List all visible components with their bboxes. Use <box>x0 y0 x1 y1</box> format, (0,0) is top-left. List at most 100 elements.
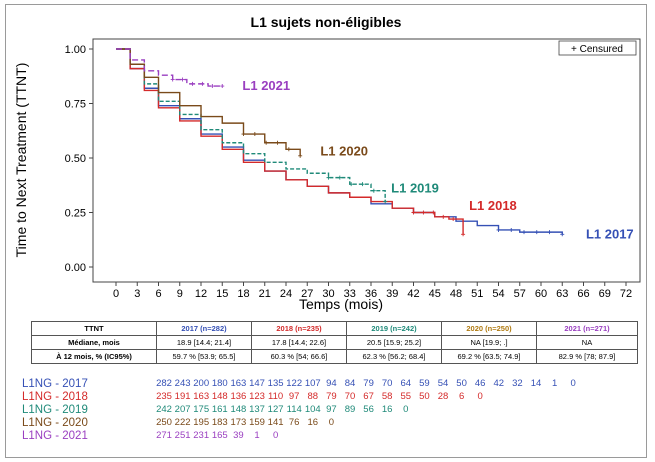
risk-count: 282 <box>156 378 172 389</box>
risk-count: 183 <box>211 417 228 428</box>
series-line-l1-2021 <box>116 48 223 87</box>
legend-box <box>558 40 637 56</box>
series-label-l1-2020: L1 2020 <box>320 143 368 158</box>
stats-table: TTNT 2017 (n=282) 2018 (n=235) 2019 (n=242)… <box>31 321 638 364</box>
stats-header-cell: 2018 (n=235) <box>251 321 347 336</box>
risk-row-name: L1NG - 2017 <box>22 378 88 390</box>
x-tick-label: 60 <box>535 288 547 300</box>
series-line-l1-2019 <box>116 48 386 202</box>
risk-count: 243 <box>174 378 191 389</box>
censor-mark <box>461 232 466 237</box>
risk-count: 141 <box>267 417 284 428</box>
censor-mark <box>349 182 354 187</box>
risk-count: 94 <box>326 378 337 389</box>
x-tick-label: 72 <box>620 288 632 300</box>
censor-mark <box>547 230 552 235</box>
x-tick-label: 15 <box>216 288 228 300</box>
plot-area <box>92 38 641 283</box>
stats-header-cell: 2021 (n=271) <box>536 321 638 336</box>
risk-count: 104 <box>304 404 321 415</box>
risk-count: 97 <box>326 404 337 415</box>
risk-count: 195 <box>193 417 210 428</box>
risk-count: 163 <box>193 391 210 402</box>
stats-cell: 17.8 [14.4; 22.6] <box>251 335 347 350</box>
risk-count: 16 <box>307 417 319 428</box>
stats-cell: 60.3 % [54; 66.6] <box>251 349 347 364</box>
risk-count: 59 <box>419 378 430 389</box>
risk-count: 6 <box>458 391 465 402</box>
x-tick-label: 54 <box>492 288 504 300</box>
risk-row: L1NG - 2019 242 207 175 161 148 137 127 114 104 97… <box>22 404 642 416</box>
x-tick-label: 24 <box>280 288 292 300</box>
risk-count: 1 <box>551 378 558 389</box>
risk-count: 251 <box>174 430 191 441</box>
x-tick-label: 48 <box>450 288 462 300</box>
risk-count: 54 <box>437 378 449 389</box>
risk-count: 135 <box>267 378 284 389</box>
series-label-l1-2021: L1 2021 <box>242 78 290 93</box>
censor-mark <box>220 84 225 89</box>
risk-count: 107 <box>304 378 321 389</box>
risk-count: 0 <box>477 391 483 402</box>
censor-mark <box>383 199 388 204</box>
risk-count: 76 <box>288 417 300 428</box>
x-tick-label: 66 <box>577 288 589 300</box>
censor-mark <box>170 77 175 82</box>
risk-count: 235 <box>156 391 172 402</box>
risk-count: 165 <box>211 430 228 441</box>
censor-mark <box>522 230 526 235</box>
risk-count: 0 <box>328 417 335 428</box>
series-label-l1-2019: L1 2019 <box>391 181 439 196</box>
x-tick-label: 36 <box>365 288 377 300</box>
risk-count: 222 <box>174 417 191 428</box>
stats-cell: 59.7 % [53.9; 65.5] <box>156 349 252 364</box>
risk-count: 161 <box>211 404 228 415</box>
censor-mark <box>275 140 280 145</box>
series-line-l1-2020 <box>116 48 301 156</box>
y-tick-label: 0.25 <box>65 208 86 220</box>
risk-count: 42 <box>493 378 505 389</box>
risk-count: 56 <box>363 404 374 415</box>
stats-cell: NA <box>536 335 638 350</box>
x-tick-label: 39 <box>386 288 398 300</box>
risk-count: 200 <box>193 378 210 389</box>
x-tick-label: 33 <box>344 288 356 300</box>
stats-cell: À 12 mois, % (IC95%) <box>31 349 157 364</box>
risk-count: 271 <box>156 430 172 441</box>
risk-count: 14 <box>530 378 542 389</box>
risk-row-name: L1NG - 2018 <box>22 391 88 403</box>
x-tick-label: 3 <box>134 288 140 300</box>
risk-count: 110 <box>268 391 284 402</box>
risk-count: 175 <box>193 404 210 415</box>
stats-cell: 18.9 [14.4; 21.4] <box>156 335 252 350</box>
censor-mark <box>210 84 215 89</box>
censor-mark <box>371 188 376 193</box>
risk-row: L1NG - 2021 271 251 231 165 39 1 0 <box>22 430 642 442</box>
censor-mark <box>360 182 365 187</box>
x-tick-label: 0 <box>113 288 119 300</box>
stats-cell: 82.9 % [78; 87.9] <box>536 349 638 364</box>
stats-cell: 62.3 % [56.2; 68.4] <box>346 349 442 364</box>
censor-mark <box>441 214 446 219</box>
risk-count: 127 <box>267 404 284 415</box>
risk-count: 0 <box>570 378 576 389</box>
censor-mark <box>264 140 269 145</box>
risk-count: 39 <box>233 430 244 441</box>
stats-cell: 20.5 [15.9; 25.2] <box>346 335 442 350</box>
stats-header-cell: 2020 (n=250) <box>441 321 537 336</box>
y-axis-label: Time to Next Treatment (TTNT) <box>13 63 29 258</box>
series-line-l1-2018 <box>116 48 464 235</box>
risk-count: 114 <box>286 404 302 415</box>
risk-count: 1 <box>254 430 260 441</box>
risk-count: 79 <box>363 378 374 389</box>
risk-count: 0 <box>272 430 279 441</box>
risk-count: 58 <box>381 391 393 402</box>
legend-censured: + Censured <box>571 44 623 55</box>
x-tick-label: 9 <box>177 288 183 300</box>
censor-mark <box>180 77 185 82</box>
risk-count: 148 <box>230 404 247 415</box>
stats-cell: 69.2 % [63.5; 74.9] <box>441 349 537 364</box>
risk-row: L1NG - 2020 250 222 195 183 173 159 141 76 16 0 <box>22 417 642 429</box>
risk-count: 50 <box>419 391 430 402</box>
stats-header-cell: 2017 (n=282) <box>156 321 252 336</box>
